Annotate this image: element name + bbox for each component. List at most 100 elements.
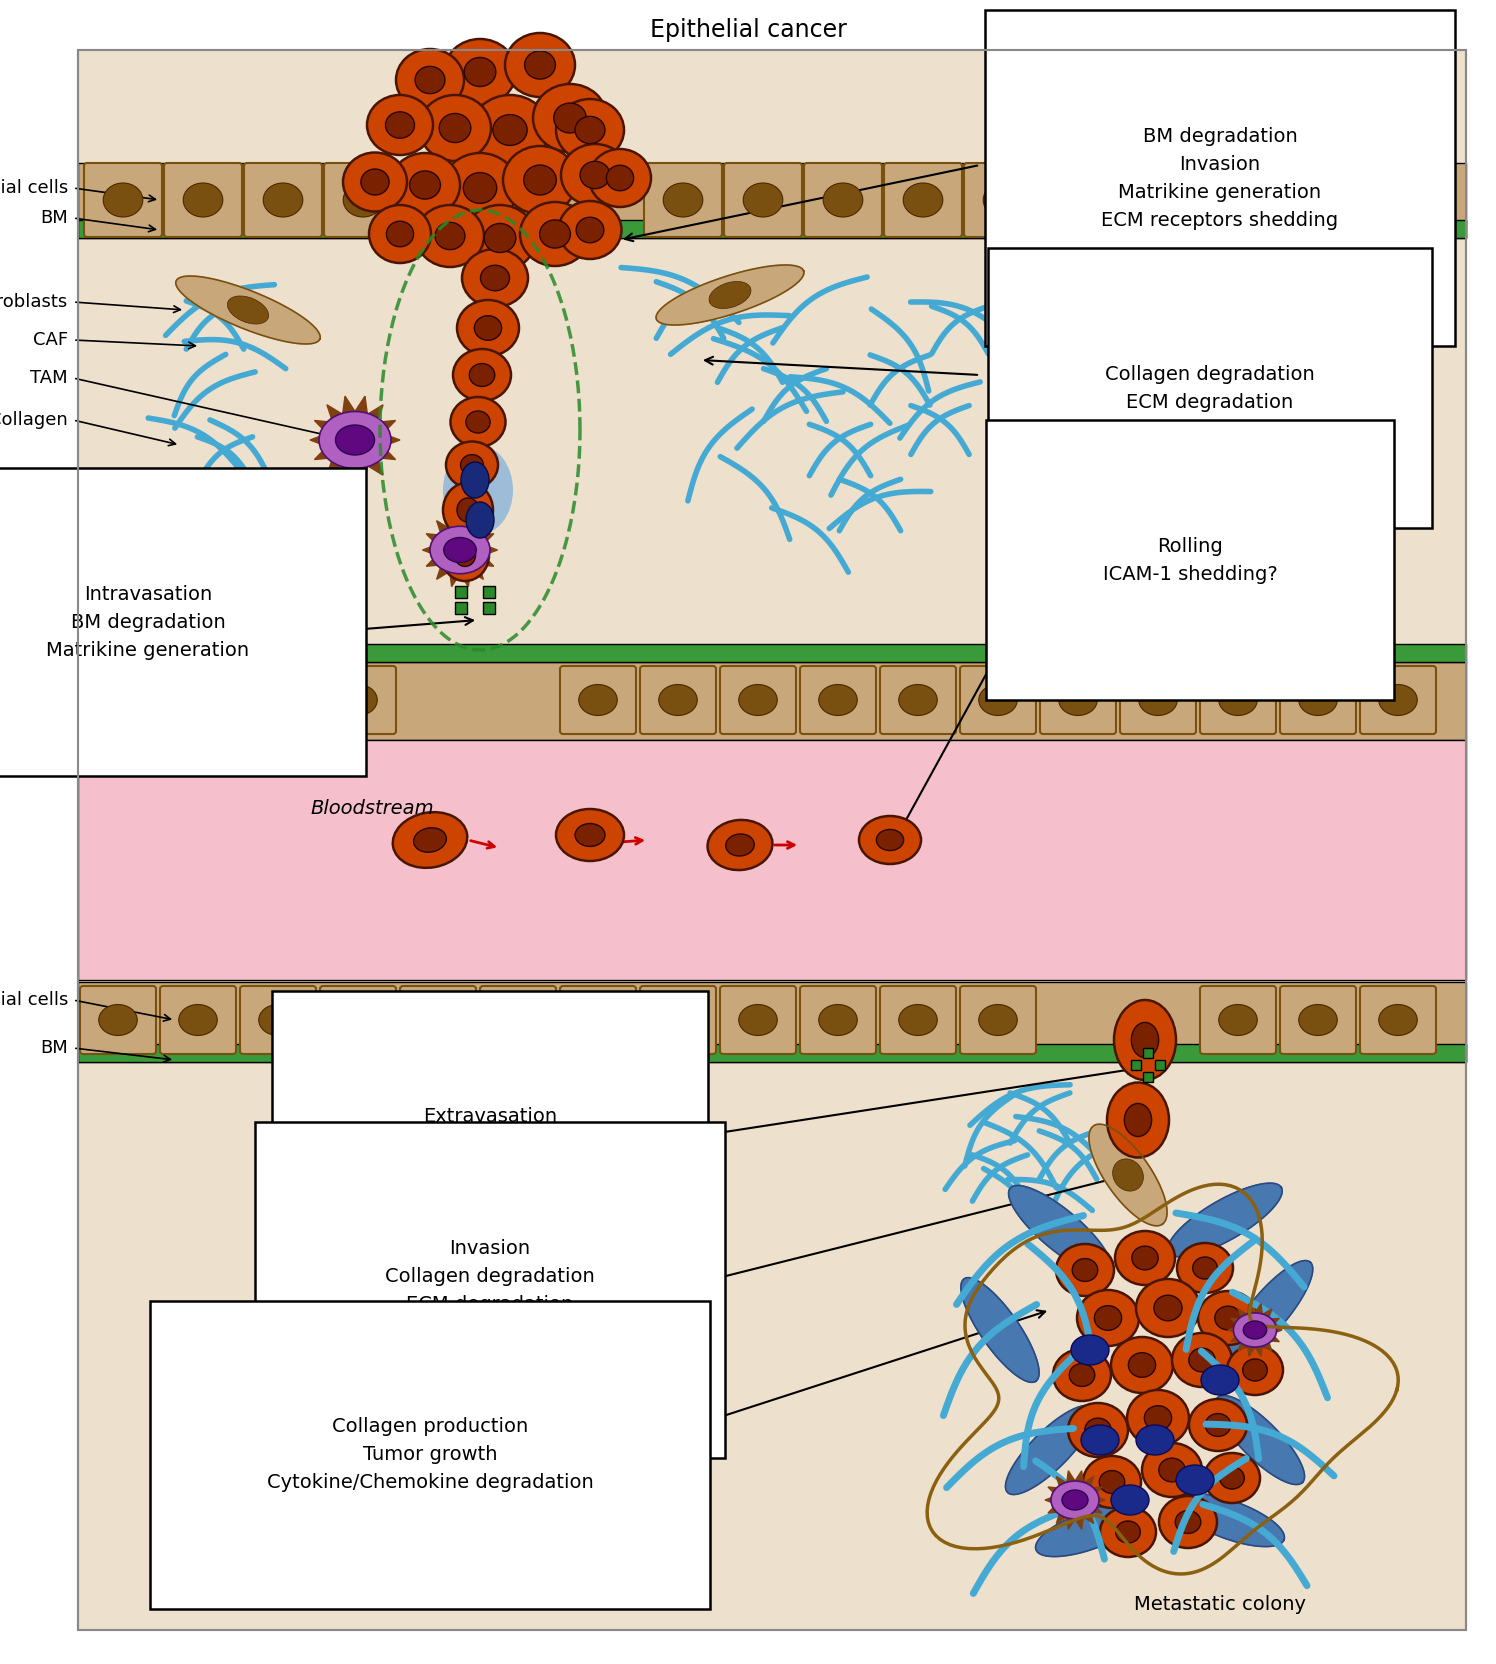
Ellipse shape xyxy=(1062,1489,1088,1509)
Ellipse shape xyxy=(386,221,413,246)
Ellipse shape xyxy=(464,205,536,271)
Ellipse shape xyxy=(259,684,298,716)
Ellipse shape xyxy=(1243,1359,1267,1381)
FancyBboxPatch shape xyxy=(455,586,467,597)
Ellipse shape xyxy=(335,424,374,454)
Ellipse shape xyxy=(1077,1290,1138,1346)
Ellipse shape xyxy=(470,363,495,386)
FancyBboxPatch shape xyxy=(720,666,796,734)
FancyBboxPatch shape xyxy=(160,666,236,734)
Ellipse shape xyxy=(464,173,497,203)
Polygon shape xyxy=(1089,1125,1167,1226)
Ellipse shape xyxy=(1206,1413,1231,1436)
Ellipse shape xyxy=(441,529,489,581)
FancyBboxPatch shape xyxy=(720,987,796,1053)
FancyBboxPatch shape xyxy=(480,987,557,1053)
Ellipse shape xyxy=(446,441,498,489)
Ellipse shape xyxy=(1171,1333,1233,1388)
FancyBboxPatch shape xyxy=(455,602,467,614)
Ellipse shape xyxy=(1100,1471,1125,1494)
Ellipse shape xyxy=(1192,1256,1218,1280)
FancyBboxPatch shape xyxy=(1143,1048,1153,1058)
Ellipse shape xyxy=(1177,1243,1233,1293)
Ellipse shape xyxy=(443,483,494,537)
Ellipse shape xyxy=(503,146,577,215)
Ellipse shape xyxy=(474,316,501,341)
Text: Collagen production
Tumor growth
Cytokine/Chemokine degradation: Collagen production Tumor growth Cytokin… xyxy=(266,1418,594,1493)
FancyBboxPatch shape xyxy=(963,163,1043,236)
FancyBboxPatch shape xyxy=(640,987,717,1053)
Polygon shape xyxy=(1228,1303,1282,1356)
FancyBboxPatch shape xyxy=(1040,666,1116,734)
Ellipse shape xyxy=(1299,684,1337,716)
Ellipse shape xyxy=(1100,1508,1156,1558)
FancyBboxPatch shape xyxy=(78,50,1466,1631)
Ellipse shape xyxy=(1189,1348,1215,1371)
Ellipse shape xyxy=(1189,1399,1248,1451)
FancyBboxPatch shape xyxy=(800,987,877,1053)
FancyBboxPatch shape xyxy=(640,666,717,734)
FancyBboxPatch shape xyxy=(800,666,877,734)
FancyBboxPatch shape xyxy=(320,666,396,734)
Ellipse shape xyxy=(1176,1511,1201,1534)
Ellipse shape xyxy=(1243,1321,1267,1340)
FancyBboxPatch shape xyxy=(560,666,636,734)
Ellipse shape xyxy=(1132,1246,1158,1270)
Ellipse shape xyxy=(443,444,513,536)
FancyBboxPatch shape xyxy=(78,1043,1466,1062)
Polygon shape xyxy=(960,1278,1040,1383)
FancyBboxPatch shape xyxy=(880,987,956,1053)
Ellipse shape xyxy=(461,454,483,476)
Text: BM degradation
Invasion
Matrikine generation
ECM receptors shedding: BM degradation Invasion Matrikine genera… xyxy=(1101,126,1339,230)
FancyBboxPatch shape xyxy=(1131,1060,1141,1070)
Ellipse shape xyxy=(461,463,489,498)
Ellipse shape xyxy=(441,153,518,223)
FancyBboxPatch shape xyxy=(79,666,156,734)
FancyBboxPatch shape xyxy=(78,644,1466,662)
FancyBboxPatch shape xyxy=(320,987,396,1053)
Ellipse shape xyxy=(1064,183,1103,216)
Ellipse shape xyxy=(492,115,527,145)
Ellipse shape xyxy=(1073,1258,1098,1281)
Ellipse shape xyxy=(410,171,440,200)
Ellipse shape xyxy=(978,1005,1017,1035)
Polygon shape xyxy=(1168,1183,1282,1256)
Ellipse shape xyxy=(440,113,471,143)
FancyBboxPatch shape xyxy=(78,982,1466,1062)
Polygon shape xyxy=(1046,1471,1106,1529)
Ellipse shape xyxy=(453,349,512,401)
Ellipse shape xyxy=(338,684,377,716)
FancyBboxPatch shape xyxy=(78,163,1466,238)
Ellipse shape xyxy=(485,223,516,253)
Ellipse shape xyxy=(498,1005,537,1035)
FancyBboxPatch shape xyxy=(1143,1072,1153,1082)
Ellipse shape xyxy=(1052,1481,1100,1519)
FancyBboxPatch shape xyxy=(78,662,1466,740)
Ellipse shape xyxy=(708,820,772,870)
Ellipse shape xyxy=(1053,1350,1112,1401)
Ellipse shape xyxy=(1126,1389,1189,1446)
Ellipse shape xyxy=(338,1005,377,1035)
Ellipse shape xyxy=(1115,1000,1176,1080)
Ellipse shape xyxy=(480,265,510,291)
Ellipse shape xyxy=(1198,1291,1258,1345)
Ellipse shape xyxy=(579,1005,618,1035)
Text: Epithelial cells: Epithelial cells xyxy=(0,180,67,196)
Ellipse shape xyxy=(429,526,491,574)
FancyBboxPatch shape xyxy=(1200,987,1276,1053)
Ellipse shape xyxy=(1056,1245,1115,1296)
Ellipse shape xyxy=(455,544,476,566)
Ellipse shape xyxy=(663,183,703,216)
Text: BM: BM xyxy=(40,1038,67,1057)
Ellipse shape xyxy=(393,812,467,869)
Ellipse shape xyxy=(414,67,444,93)
Ellipse shape xyxy=(576,218,604,243)
FancyBboxPatch shape xyxy=(1204,163,1282,236)
Ellipse shape xyxy=(1379,1005,1417,1035)
Ellipse shape xyxy=(419,95,491,161)
FancyBboxPatch shape xyxy=(78,740,1466,980)
Ellipse shape xyxy=(1159,1458,1185,1483)
Ellipse shape xyxy=(978,684,1017,716)
FancyBboxPatch shape xyxy=(1364,163,1442,236)
FancyBboxPatch shape xyxy=(803,163,883,236)
